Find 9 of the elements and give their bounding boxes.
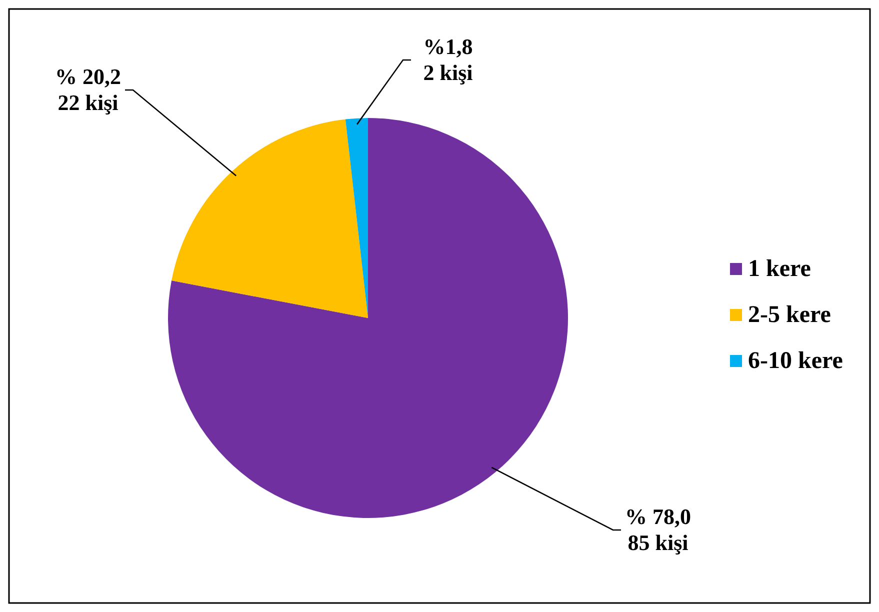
data-label: %1,8 2 kişi	[423, 34, 473, 85]
legend-label: 6-10 kere	[748, 348, 844, 374]
data-label: % 20,2 22 kişi	[55, 64, 121, 115]
pie-slice	[345, 118, 368, 318]
pie-slice	[168, 118, 568, 518]
pie-slice	[172, 119, 368, 318]
data-label: % 78,0 85 kişi	[625, 504, 691, 555]
legend-label: 2-5 kere	[748, 302, 832, 328]
legend-label: 1 kere	[748, 256, 812, 282]
